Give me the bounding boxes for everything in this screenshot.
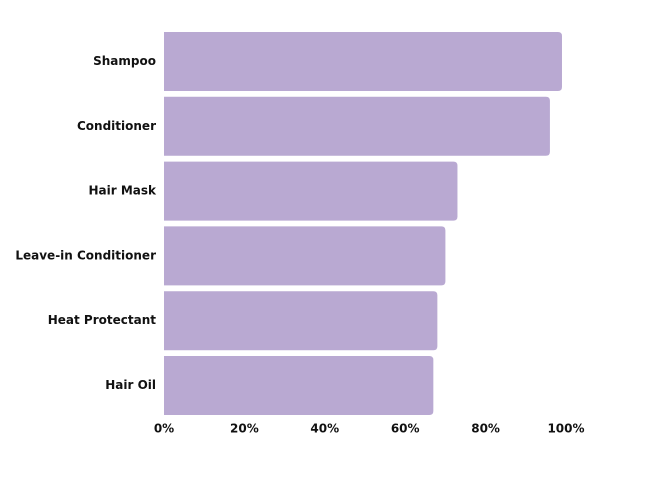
y-tick-label: Leave-in Conditioner [15, 248, 156, 262]
bar [164, 356, 434, 415]
y-tick-label: Hair Mask [88, 184, 157, 198]
bar [164, 291, 438, 351]
x-tick-label: 100% [547, 421, 584, 435]
bar [164, 161, 458, 221]
x-tick-label: 60% [391, 421, 420, 435]
x-tick-label: 40% [310, 421, 339, 435]
x-tick-label: 0% [154, 421, 174, 435]
x-tick-label: 20% [230, 421, 259, 435]
bar [164, 226, 446, 286]
y-tick-label: Conditioner [77, 119, 156, 133]
bar [164, 96, 550, 156]
y-tick-label: Hair Oil [105, 378, 156, 392]
y-tick-label: Heat Protectant [48, 313, 157, 327]
x-tick-label: 80% [471, 421, 500, 435]
bar [164, 32, 562, 91]
y-tick-label: Shampoo [93, 54, 156, 68]
